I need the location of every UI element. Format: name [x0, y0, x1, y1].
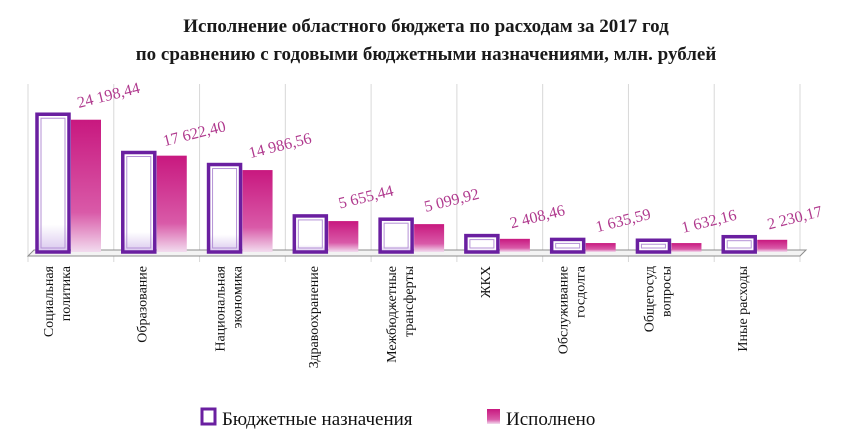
bar-budget-inner — [555, 242, 581, 249]
bar-executed — [671, 243, 702, 252]
bar-executed — [499, 238, 530, 252]
bar-budget — [292, 214, 329, 254]
category-label: Обслуживание госдолга — [557, 265, 589, 354]
bar-budget — [35, 112, 71, 254]
category-label: Общегосуд вопросы — [642, 265, 674, 332]
bar-budget-inner — [40, 117, 66, 249]
data-label: 2 230,17 — [766, 203, 824, 233]
bar-executed — [585, 243, 616, 252]
bar-budget — [378, 217, 414, 254]
bar-budget-inner — [640, 243, 666, 249]
legend-item-budget: Бюджетные назначения — [200, 407, 413, 430]
data-label: 5 099,92 — [423, 186, 481, 216]
data-label: 17 622,40 — [161, 118, 227, 150]
bar-budget — [464, 233, 500, 254]
bar-executed — [242, 170, 273, 252]
bar-budget-inner — [726, 240, 752, 249]
category-label: Иные расходы — [736, 265, 751, 351]
bar-executed — [414, 224, 445, 252]
legend-swatch-executed — [487, 409, 500, 424]
category-label: Социальная политика — [42, 265, 74, 337]
bar-budget-inner — [212, 168, 238, 249]
bar-executed — [71, 119, 101, 252]
chart-subtitle: по сравнению с годовыми бюджетными назна… — [136, 44, 717, 65]
bar-budget-inner — [383, 222, 409, 249]
chart-title: Исполнение областного бюджета по расхода… — [183, 16, 669, 37]
bar-budget — [121, 150, 157, 254]
bar-executed — [757, 239, 788, 252]
bar-budget — [549, 237, 586, 254]
plot-area: 24 198,44 Социальная политика 17 622,40 Обра… — [26, 80, 824, 368]
legend-item-executed: Исполнено — [487, 409, 595, 430]
category-label: ЖКХ — [479, 266, 494, 298]
data-label: 2 408,46 — [508, 202, 566, 232]
legend-label-budget: Бюджетные назначения — [222, 409, 413, 430]
data-label: 5 655,44 — [337, 183, 395, 213]
bar-executed — [156, 155, 187, 252]
bar-executed — [328, 221, 359, 252]
data-label: 1 635,59 — [594, 206, 652, 236]
bar-budget — [635, 238, 672, 254]
bar-budget-inner — [469, 239, 495, 249]
bar-budget-inner — [297, 219, 323, 249]
legend: Бюджетные назначения Исполнено — [200, 407, 595, 430]
data-label: 14 986,56 — [247, 130, 313, 162]
category-label: Межбюджетные трансферты — [385, 265, 417, 362]
data-label: 1 632,16 — [680, 207, 738, 237]
category-label: Образование — [136, 266, 151, 343]
legend-label-executed: Исполнено — [506, 409, 595, 430]
bar-budget — [721, 234, 757, 254]
bar-budget-inner — [126, 156, 152, 249]
legend-swatch-budget — [200, 407, 217, 426]
category-label: Национальная экономика — [213, 265, 245, 351]
data-label: 24 198,44 — [76, 80, 142, 112]
bar-budget — [206, 162, 243, 254]
category-label: Здравоохранение — [307, 266, 322, 368]
